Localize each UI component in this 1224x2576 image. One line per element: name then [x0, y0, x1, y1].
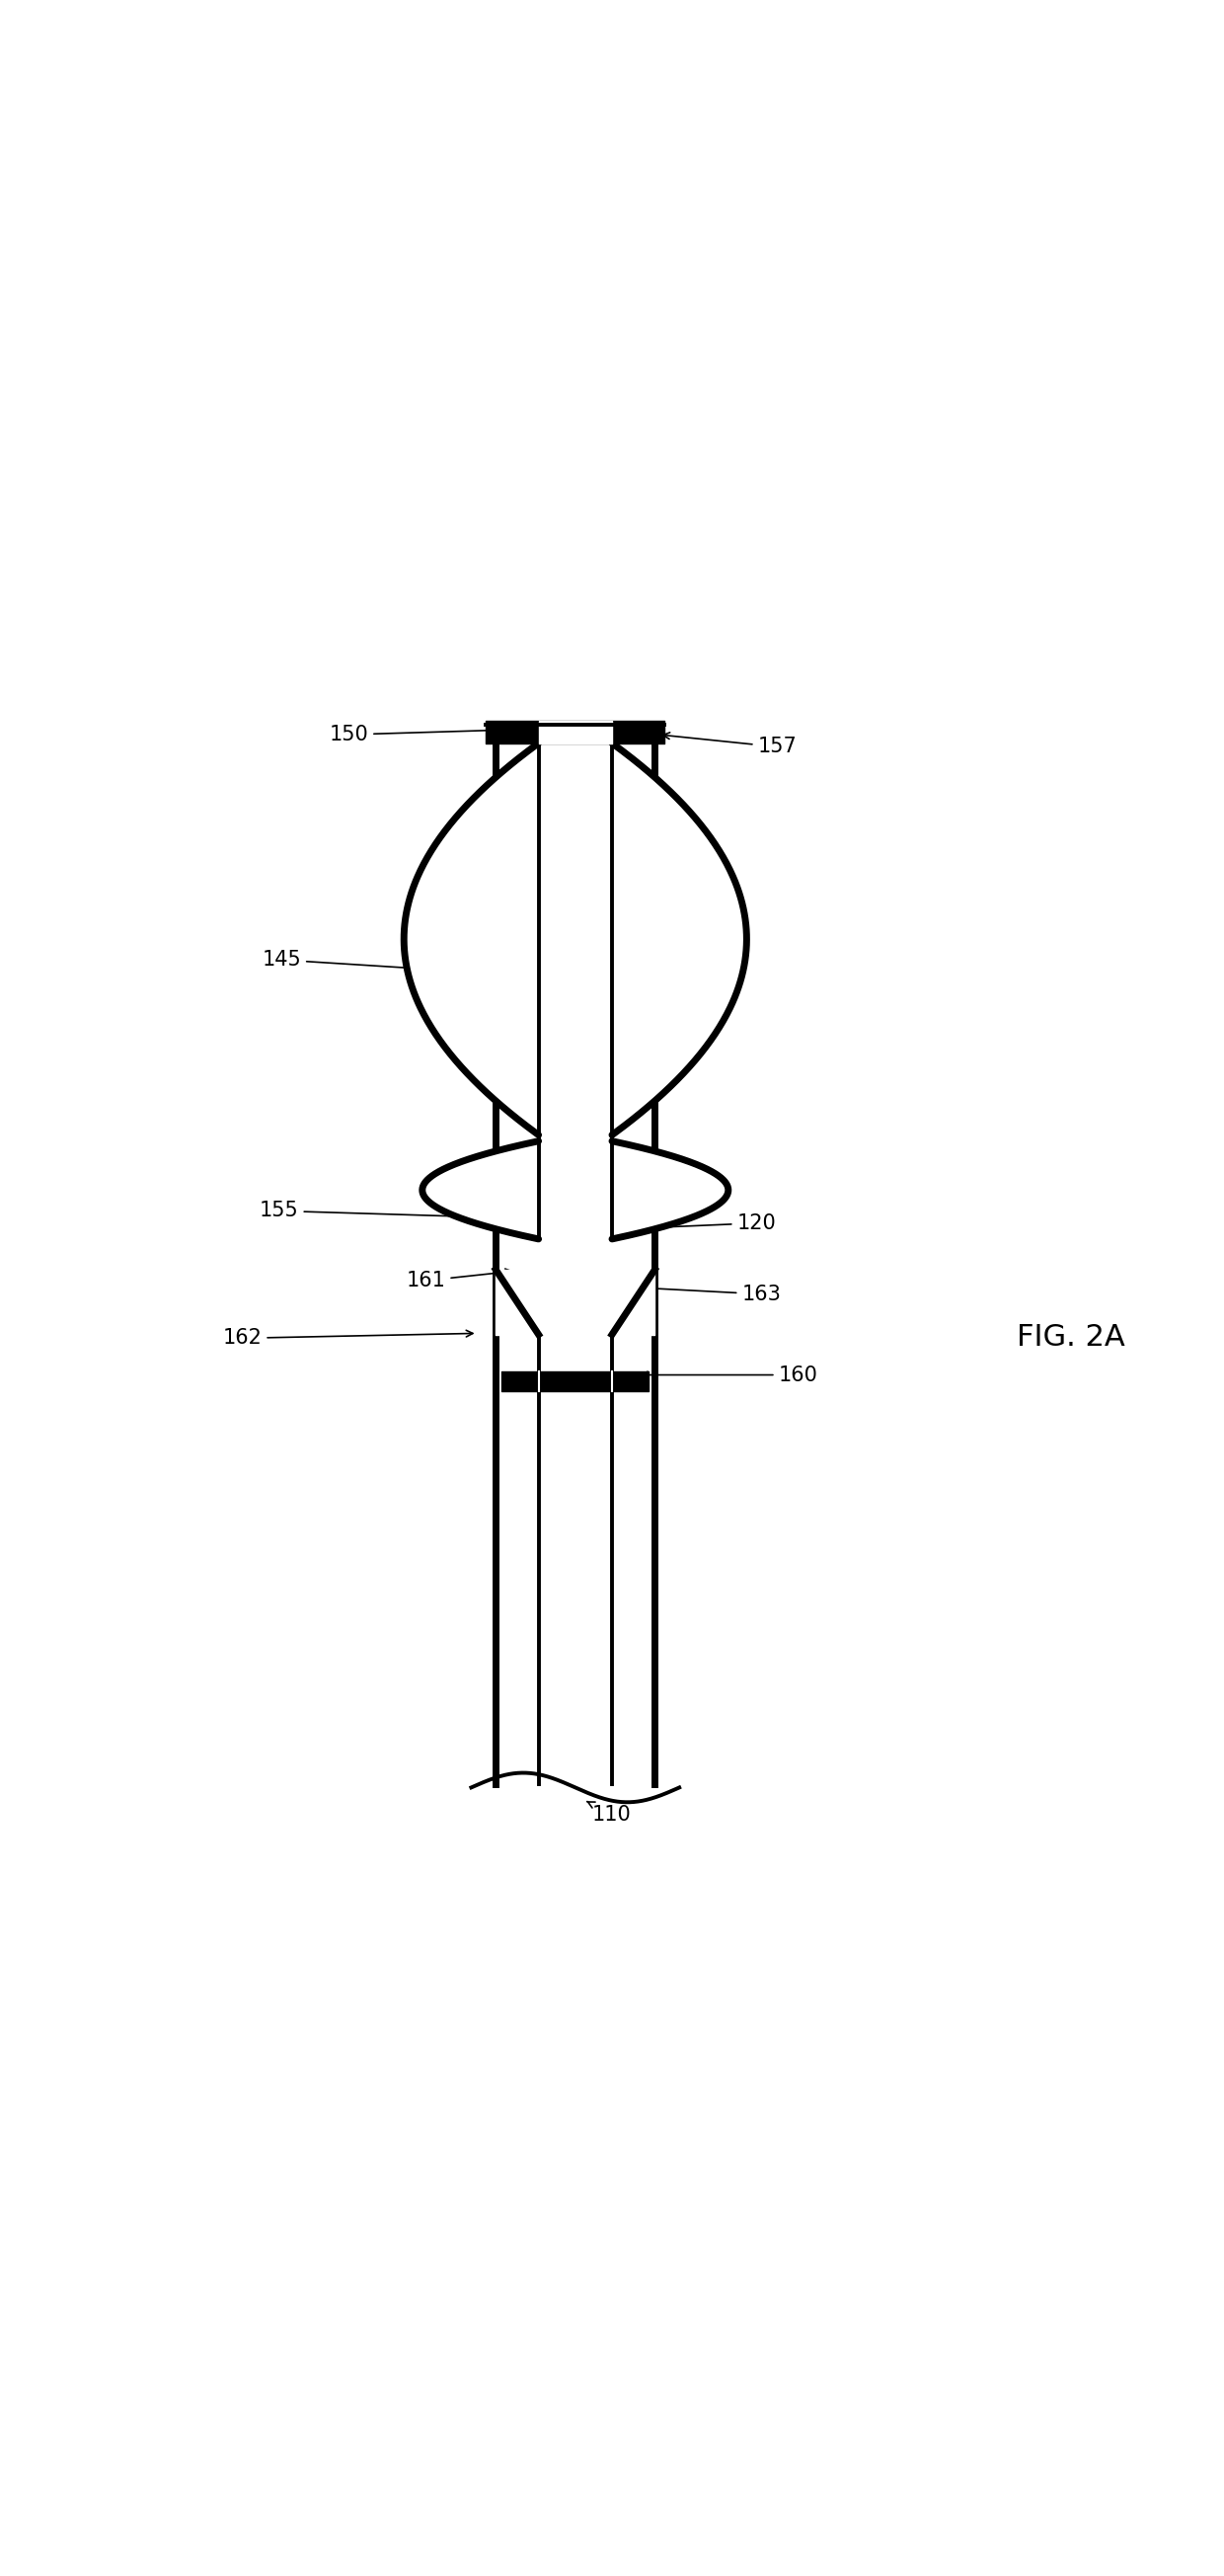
Text: 145: 145 — [262, 951, 470, 974]
Text: 162: 162 — [223, 1329, 472, 1347]
Text: 161: 161 — [406, 1270, 512, 1291]
Text: 150: 150 — [329, 724, 507, 744]
Text: 160: 160 — [641, 1365, 818, 1386]
Text: 155: 155 — [259, 1200, 475, 1221]
Text: 110: 110 — [588, 1801, 632, 1824]
Text: 163: 163 — [627, 1283, 781, 1303]
Text: FIG. 2A: FIG. 2A — [1017, 1321, 1125, 1352]
Text: 157: 157 — [663, 732, 797, 757]
Text: 120: 120 — [621, 1213, 776, 1234]
